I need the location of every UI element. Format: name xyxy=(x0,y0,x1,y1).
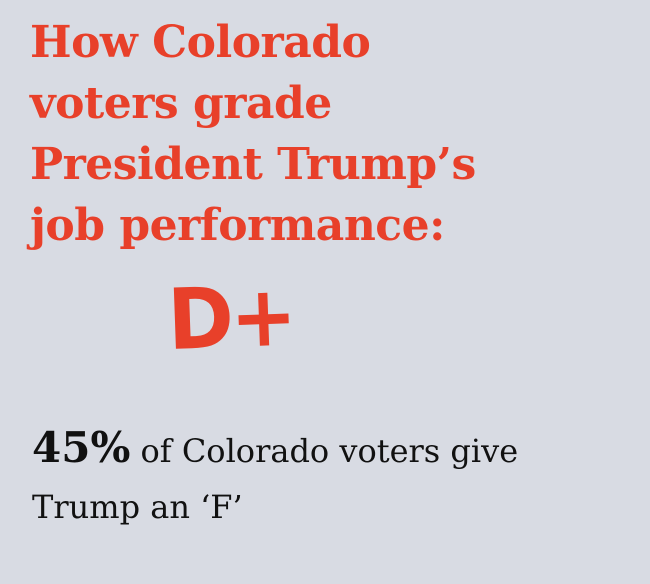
title-line: How Colorado xyxy=(30,17,371,68)
title: How Colorado voters grade President Trum… xyxy=(30,12,640,256)
stat-figure: 45% xyxy=(32,423,131,472)
title-line: voters grade xyxy=(30,78,332,129)
stat: 45% of Colorado voters give Trump an ‘F’ xyxy=(32,420,642,535)
stat-text: Trump an ‘F’ xyxy=(32,488,243,526)
stat-line: 45% of Colorado voters give xyxy=(32,420,642,479)
title-line: job performance: xyxy=(30,200,445,251)
title-line: President Trump’s xyxy=(30,139,476,190)
stat-text: of Colorado voters give xyxy=(140,432,519,470)
grade: D+ xyxy=(165,266,295,369)
